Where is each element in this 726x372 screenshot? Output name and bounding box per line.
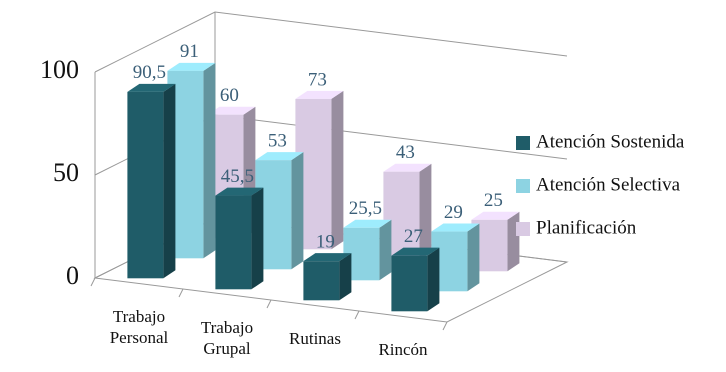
bar-top — [431, 223, 480, 232]
bar-front — [127, 91, 164, 279]
bar-front — [215, 195, 252, 290]
x-tick — [442, 321, 448, 331]
bar — [391, 247, 440, 312]
bar-top — [343, 219, 392, 228]
bar-top — [255, 152, 304, 161]
y-tick-label: 100 — [40, 55, 79, 84]
value-label: 91 — [180, 41, 199, 62]
bar-top — [391, 247, 440, 256]
bar-side — [507, 211, 520, 272]
x-tick — [178, 288, 184, 298]
legend-swatch — [516, 136, 530, 150]
value-label: 45,5 — [221, 166, 254, 187]
bar-side — [163, 83, 176, 279]
bar-top — [167, 62, 216, 71]
bar-side — [331, 90, 344, 250]
bar-top — [127, 83, 176, 92]
x-tick — [354, 310, 360, 320]
legend-label: Atención Sostenida — [536, 131, 685, 152]
bar-front — [391, 255, 428, 312]
bar-side — [379, 219, 392, 281]
bar — [215, 187, 264, 290]
bar — [343, 219, 392, 281]
bar-front — [303, 261, 340, 301]
value-label: 27 — [404, 226, 423, 247]
bar-side — [291, 152, 304, 270]
x-tick-label: Trabajo Personal — [109, 306, 169, 347]
bar-side — [427, 247, 440, 312]
legend-label: Atención Selectiva — [536, 174, 681, 195]
bar-top — [303, 253, 352, 262]
value-label: 90,5 — [133, 62, 166, 83]
y-tick-label: 0 — [66, 261, 79, 290]
value-label: 19 — [316, 232, 335, 253]
bar-top — [471, 211, 520, 220]
x-tick — [90, 277, 96, 287]
value-label: 73 — [308, 69, 327, 90]
legend-swatch — [516, 222, 530, 236]
bar — [127, 83, 176, 279]
legend-swatch — [516, 179, 530, 193]
y-tick-label: 50 — [53, 158, 79, 187]
bar-side — [251, 187, 264, 290]
bar-side — [203, 62, 216, 259]
grid-line — [94, 11, 568, 73]
x-tick-label: Trabajo Grupal — [200, 317, 254, 358]
value-label: 60 — [220, 85, 239, 106]
bar — [255, 152, 304, 270]
value-label: 29 — [444, 202, 463, 223]
legend-label: Planificación — [536, 217, 637, 238]
bar-side — [419, 163, 432, 261]
bar-top — [215, 187, 264, 196]
value-label: 43 — [396, 142, 415, 163]
value-label: 25,5 — [349, 198, 382, 219]
bar-side — [339, 253, 352, 301]
x-tick — [266, 299, 272, 309]
bar-top — [207, 106, 256, 115]
x-tick-label: Rutinas — [289, 328, 341, 348]
bar-side — [467, 223, 480, 292]
bar-top — [295, 90, 344, 99]
x-tick-label: Rincón — [378, 339, 428, 359]
bar — [303, 253, 352, 301]
value-label: 25 — [484, 190, 503, 211]
bar-top — [383, 163, 432, 172]
value-label: 53 — [268, 130, 287, 151]
